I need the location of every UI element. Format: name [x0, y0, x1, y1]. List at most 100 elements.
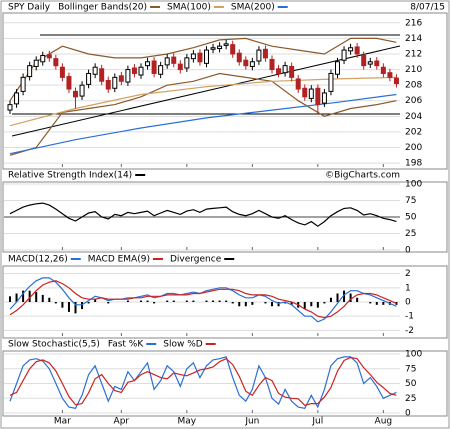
x-tick-label: Jun — [244, 417, 259, 427]
candle-body — [328, 72, 334, 92]
divergence-bar — [212, 300, 215, 302]
candle-body — [295, 78, 301, 90]
divergence-bar — [284, 302, 287, 304]
candle-body — [276, 68, 282, 74]
legend-label: SMA(100) — [167, 3, 211, 13]
y-tick-label: 1 — [405, 283, 411, 293]
divergence-bar — [251, 302, 254, 305]
candle-body — [315, 87, 321, 106]
candle-body — [131, 67, 137, 74]
divergence-bar — [94, 299, 97, 302]
candle-body — [289, 65, 295, 78]
panel-frame — [2, 12, 448, 170]
divergence-bar — [67, 302, 70, 312]
y-tick-label: 212 — [405, 49, 422, 59]
divergence-bar — [336, 293, 339, 302]
date: 8/07/15 — [410, 3, 445, 13]
y-tick-label: 208 — [405, 81, 422, 91]
divergence-bar — [323, 302, 326, 304]
panel-frame — [2, 350, 448, 417]
candle-body — [86, 72, 92, 85]
candle-body — [190, 53, 196, 60]
y-tick-label: 202 — [405, 127, 422, 137]
divergence-bar — [192, 300, 195, 302]
candle-body — [105, 79, 111, 90]
x-tick-label: Aug — [375, 417, 393, 427]
y-tick-label: 0 — [405, 246, 411, 256]
divergence-bar — [343, 290, 346, 302]
band-upper — [9, 37, 397, 102]
y-tick-label: 0 — [405, 409, 411, 419]
candle-body — [53, 58, 59, 67]
divergence-bar — [395, 302, 398, 305]
y-tick-label: 200 — [405, 143, 422, 153]
candle-body — [249, 61, 255, 67]
divergence-bar — [22, 290, 25, 302]
panel-frame — [2, 181, 448, 253]
series-line — [9, 356, 397, 406]
divergence-bar — [218, 300, 221, 302]
candle-body — [151, 60, 157, 74]
legend-label: SMA(200) — [231, 3, 275, 13]
divergence-bar — [61, 302, 64, 308]
candle-body — [348, 47, 354, 52]
panel-frame — [2, 265, 448, 339]
y-tick-label: 25 — [405, 394, 416, 404]
candle-body — [112, 76, 118, 89]
divergence-bar — [87, 302, 90, 304]
divergence-bar — [264, 302, 267, 304]
panel-title: SPY Daily — [8, 3, 51, 13]
y-tick-label: 198 — [405, 159, 422, 169]
x-tick-label: Mar — [54, 417, 71, 427]
divergence-bar — [140, 300, 142, 302]
divergence-bar — [349, 293, 352, 302]
series-line — [9, 202, 397, 227]
candle-body — [184, 57, 190, 69]
candle-body — [171, 56, 177, 64]
divergence-bar — [9, 296, 11, 302]
candle-body — [66, 76, 72, 90]
candle-body — [243, 59, 249, 67]
panel-frames — [2, 12, 448, 417]
candle-body — [33, 59, 39, 67]
candle-body — [302, 87, 308, 98]
panel-title: Slow Stochastic(5,5) — [8, 340, 100, 350]
divergence-bar — [146, 300, 149, 302]
x-tick-label: May — [178, 417, 197, 427]
legend-label: Bollinger Bands(20) — [58, 3, 147, 13]
candle-body — [46, 54, 52, 59]
candle-body — [269, 58, 275, 71]
candle-body — [14, 92, 20, 105]
divergence-bar — [54, 302, 57, 304]
candle-body — [158, 65, 164, 75]
legend-label: MACD EMA(9) — [88, 255, 150, 265]
divergence-bar — [271, 302, 273, 307]
divergence-bar — [74, 302, 77, 314]
candle-body — [164, 57, 170, 66]
divergence-bar — [375, 302, 378, 305]
divergence-bar — [205, 300, 208, 302]
x-tick-label: Jul — [311, 417, 323, 427]
candle-body — [125, 69, 131, 83]
candle-body — [374, 60, 380, 67]
y-tick-label: 204 — [405, 112, 422, 122]
source: ©BigCharts.com — [325, 171, 400, 181]
divergence-bar — [172, 300, 175, 302]
y-tick-label: 75 — [405, 196, 416, 206]
divergence-bar — [277, 302, 280, 307]
series-line — [9, 280, 397, 319]
candle-body — [230, 44, 236, 55]
legend-label: MACD(12,26) — [8, 255, 68, 265]
candle-body — [177, 63, 183, 71]
panel-title: Relative Strength Index(14) — [8, 171, 132, 181]
divergence-bar — [244, 302, 247, 307]
candle-body — [308, 88, 314, 99]
divergence-bar — [41, 294, 44, 302]
candle-body — [282, 65, 288, 74]
candle-body — [321, 92, 327, 104]
legend-label: Divergence — [170, 255, 222, 265]
series-line — [9, 356, 397, 409]
divergence-bar — [356, 297, 359, 302]
candle-body — [387, 72, 393, 78]
divergence-bar — [225, 300, 228, 302]
